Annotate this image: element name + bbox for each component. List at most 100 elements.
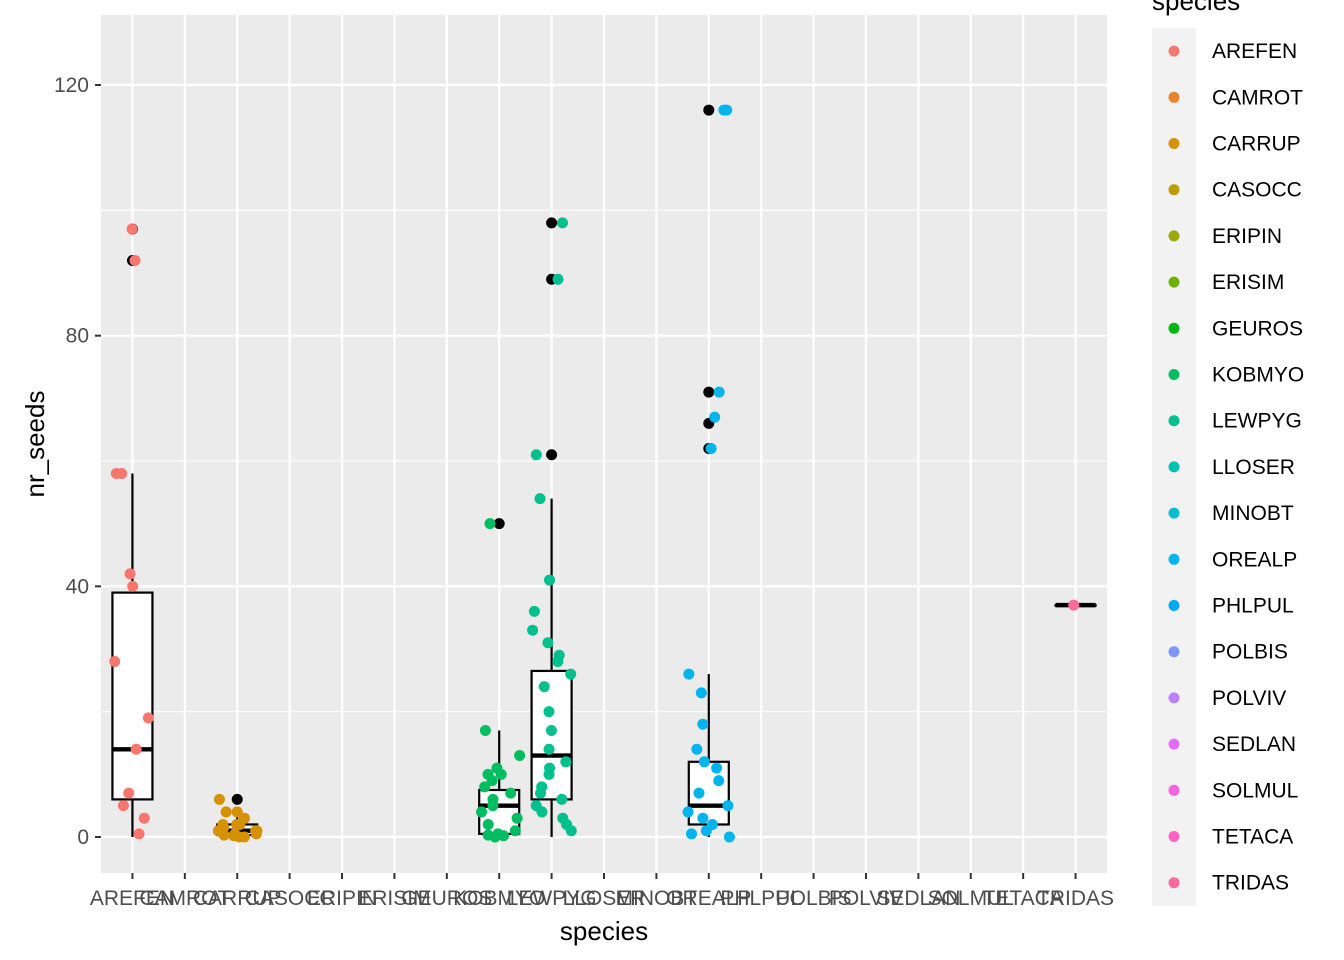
data-point <box>556 793 568 805</box>
x-tick-label: POLBIS <box>776 887 852 910</box>
legend-key <box>1168 322 1180 334</box>
legend-item-arefen: AREFEN <box>1168 40 1297 63</box>
x-axis: AREFENCAMROTCARRUPCASOCCERIPINERISIMGEUR… <box>90 873 1114 910</box>
data-point <box>698 756 710 768</box>
y-axis-title: nr_seeds <box>20 391 50 498</box>
data-point <box>238 831 250 843</box>
data-point <box>711 762 723 774</box>
legend-item-orealp: OREALP <box>1168 548 1297 571</box>
legend-label: ERIPIN <box>1212 225 1282 248</box>
legend-label: CASOCC <box>1212 179 1302 202</box>
legend-item-eripin: ERIPIN <box>1168 225 1282 248</box>
legend-key <box>1168 553 1180 565</box>
data-point <box>552 273 564 285</box>
legend-key <box>1168 184 1180 196</box>
legend-label: LEWPYG <box>1212 410 1302 433</box>
outlier-point <box>231 793 243 805</box>
y-tick-label: 0 <box>77 826 89 849</box>
points-orealp <box>682 104 735 843</box>
points-kobmyo <box>476 518 526 843</box>
data-point <box>213 793 225 805</box>
y-tick-label: 40 <box>66 575 89 598</box>
x-tick-label: ERIPIN <box>307 887 377 910</box>
data-point <box>109 656 121 668</box>
legend-key <box>1168 738 1180 750</box>
data-point <box>543 768 555 780</box>
data-point <box>543 706 555 718</box>
data-point <box>545 724 557 736</box>
legend-key <box>1168 507 1180 519</box>
data-point <box>695 687 707 699</box>
data-point <box>129 254 141 266</box>
legend-label: OREALP <box>1212 548 1297 571</box>
data-point <box>544 574 556 586</box>
legend-key <box>1168 784 1180 796</box>
legend-label: PHLPUL <box>1212 595 1294 618</box>
legend-label: POLBIS <box>1212 641 1288 664</box>
data-point <box>489 831 501 843</box>
legend-item-carrup: CARRUP <box>1168 133 1301 156</box>
data-point <box>479 724 491 736</box>
legend-label: LLOSER <box>1212 456 1295 479</box>
legend-item-tridas: TRIDAS <box>1168 872 1289 895</box>
data-point <box>126 223 138 235</box>
x-tick-label: MINOBT <box>616 887 698 910</box>
legend-item-solmul: SOLMUL <box>1168 779 1298 802</box>
x-tick-label: CASOCC <box>245 887 335 910</box>
legend-label: CARRUP <box>1212 133 1301 156</box>
outlier-point <box>546 449 558 461</box>
x-tick-label: TETACA <box>983 887 1064 910</box>
legend-label: TETACA <box>1212 826 1293 849</box>
legend-label: KOBMYO <box>1212 364 1304 387</box>
data-point <box>530 449 542 461</box>
points-arefen <box>109 223 154 840</box>
data-point <box>495 768 507 780</box>
data-point <box>543 743 555 755</box>
legend-key <box>1168 646 1180 658</box>
data-point <box>542 637 554 649</box>
data-point <box>713 775 725 787</box>
legend-item-lewpyg: LEWPYG <box>1168 410 1302 433</box>
legend-key <box>1168 600 1180 611</box>
data-point <box>713 386 725 398</box>
legend-key <box>1168 276 1180 288</box>
legend-label: SEDLAN <box>1212 733 1296 756</box>
legend-item-polviv: POLVIV <box>1168 687 1286 710</box>
data-point <box>514 750 526 762</box>
data-point <box>697 718 709 730</box>
points-tridas <box>1068 599 1080 611</box>
data-point <box>1068 599 1080 611</box>
data-point <box>534 493 546 505</box>
legend-key <box>1168 230 1180 242</box>
data-point <box>705 442 717 454</box>
legend-item-casocc: CASOCC <box>1168 179 1302 202</box>
x-tick-label: ERISIM <box>358 887 430 910</box>
data-point <box>476 806 488 818</box>
legend-item-phlpul: PHLPUL <box>1168 595 1294 618</box>
data-point <box>511 812 523 824</box>
data-point <box>686 828 698 840</box>
data-point <box>693 787 705 799</box>
data-point <box>482 818 494 830</box>
x-tick-label: TRIDAS <box>1037 887 1114 910</box>
data-point <box>123 787 135 799</box>
box-iqr <box>111 591 154 801</box>
outlier-point <box>703 104 715 116</box>
data-point <box>536 806 548 818</box>
legend-key <box>1168 138 1180 149</box>
legend-item-erisim: ERISIM <box>1168 271 1284 294</box>
data-point <box>479 781 491 793</box>
legend-key <box>1168 415 1180 427</box>
points-carrup <box>212 793 263 843</box>
legend-key <box>1168 692 1180 704</box>
data-point <box>697 812 709 824</box>
data-point <box>528 605 540 617</box>
legend-item-minobt: MINOBT <box>1168 502 1294 525</box>
legend-label: AREFEN <box>1212 40 1297 63</box>
y-axis: 0 40 80 120 <box>54 74 101 849</box>
x-tick-label: CARRUP <box>193 887 282 910</box>
data-point <box>709 411 721 423</box>
jitter-points <box>109 104 1080 843</box>
outlier-point <box>493 518 505 530</box>
outlier-point <box>703 386 715 398</box>
